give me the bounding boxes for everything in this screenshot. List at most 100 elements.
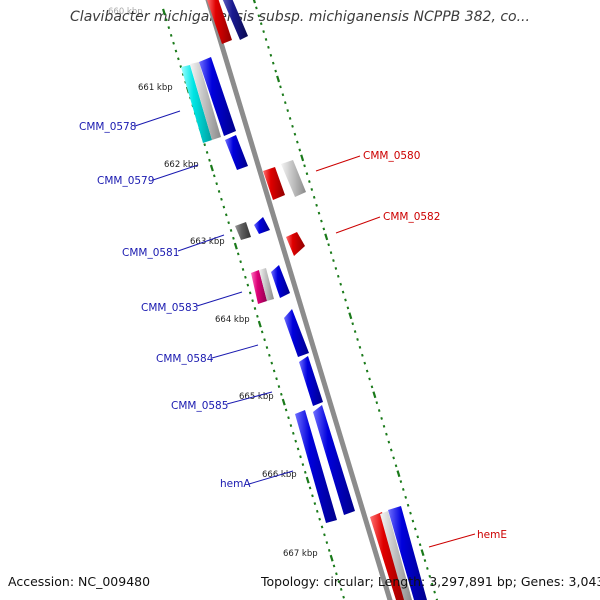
gene-arrow[interactable]: [281, 160, 306, 197]
kbp-tick-label: 665 kbp: [239, 392, 274, 402]
gene-arrow[interactable]: [388, 506, 427, 600]
genes-right-strand: [263, 160, 427, 600]
scale-tick: [276, 75, 281, 83]
scale-tick: [358, 345, 362, 349]
gene-arrow[interactable]: [251, 270, 267, 304]
gene-label-cmm-0584[interactable]: CMM_0584: [156, 353, 214, 365]
scale-tick: [284, 408, 288, 412]
right-dotted-track: [252, 0, 439, 600]
gene-arrow[interactable]: [199, 57, 236, 136]
gene-label-cmm-0582[interactable]: CMM_0582: [383, 211, 440, 223]
scale-tick: [172, 41, 175, 45]
scale-tick: [263, 338, 266, 342]
scale-tick: [268, 353, 271, 357]
scale-tick: [255, 6, 258, 10]
scale-tick: [416, 535, 420, 539]
gene-arrow[interactable]: [259, 268, 274, 301]
scale-tick: [253, 307, 257, 310]
scale-tick: [341, 290, 345, 294]
scale-tick: [435, 598, 439, 600]
gene-arrow[interactable]: [254, 217, 270, 234]
kbp-tick-label: 667 kbp: [283, 549, 318, 559]
gene-arrow[interactable]: [263, 167, 285, 200]
scale-tick: [392, 456, 395, 460]
scale-tick: [303, 470, 307, 474]
scale-tick: [272, 369, 276, 373]
gene-arrow[interactable]: [380, 511, 412, 600]
scale-tick: [212, 174, 216, 178]
scale-tick: [372, 391, 377, 399]
scale-tick: [382, 424, 386, 428]
scale-tick: [279, 85, 282, 89]
accession-label: Accession: NC_009480: [8, 574, 151, 589]
gene-labels-left: CMM_0578 CMM_0579 CMM_0581 CMM_0583 CMM_…: [79, 110, 294, 490]
gene-label-cmm-0581[interactable]: CMM_0581: [122, 247, 179, 259]
scale-tick: [329, 554, 334, 562]
scale-tick: [257, 14, 261, 18]
gene-arrow[interactable]: [286, 232, 305, 256]
scale-tick: [311, 494, 314, 498]
gene-arrow[interactable]: [222, 0, 248, 40]
genome-summary: Topology: circular; Length: 3,297,891 bp…: [261, 574, 600, 589]
scale-tick: [385, 432, 388, 436]
scale-tick: [287, 416, 290, 420]
scale-tick: [313, 502, 317, 506]
scale-tick: [241, 268, 245, 271]
scale-tick: [337, 580, 341, 584]
gene-label-cmm-0585[interactable]: CMM_0585: [171, 400, 228, 412]
scale-tick: [428, 574, 432, 578]
scale-tick: [296, 447, 300, 451]
gene-label-cmm-0580[interactable]: CMM_0580: [363, 150, 420, 162]
gene-label-cmm-0579[interactable]: CMM_0579: [97, 175, 154, 187]
gene-label-cmm-0583[interactable]: CMM_0583: [141, 302, 198, 314]
scale-tick: [275, 377, 278, 381]
scale-tick: [270, 361, 274, 365]
scale-tick: [271, 61, 275, 65]
gene-arrow[interactable]: [225, 135, 248, 170]
scale-tick: [377, 409, 381, 412]
scale-tick: [365, 369, 369, 373]
scale-tick: [236, 252, 240, 256]
scale-tick: [329, 251, 333, 255]
scale-tick: [246, 283, 250, 287]
gene-arrow[interactable]: [181, 65, 212, 143]
scale-tick: [368, 377, 371, 381]
scale-tick: [265, 346, 269, 349]
scale-tick: [259, 22, 263, 26]
scale-tick: [356, 338, 359, 341]
gene-arrow[interactable]: [271, 265, 290, 298]
scale-tick: [305, 172, 309, 176]
scale-tick: [411, 519, 415, 523]
scale-tick: [291, 124, 294, 128]
scale-tick: [394, 464, 398, 468]
gene-label-hema[interactable]: hemA: [220, 478, 251, 490]
gene-arrow[interactable]: [190, 62, 221, 140]
gene-label-heme[interactable]: hemE: [477, 529, 507, 541]
kbp-tick-label: 660 kbp: [108, 7, 143, 17]
gene-arrow[interactable]: [313, 405, 355, 515]
scale-tick: [292, 431, 295, 435]
scale-tick: [361, 353, 364, 357]
scale-tick: [396, 470, 401, 478]
scale-tick: [296, 140, 299, 144]
scale-tick: [320, 525, 324, 529]
scale-tick: [203, 143, 207, 147]
scale-tick: [217, 190, 221, 193]
gene-arrow[interactable]: [235, 222, 251, 240]
gene-arrow[interactable]: [295, 410, 337, 523]
scale-tick: [257, 320, 262, 328]
gene-arrow[interactable]: [207, 0, 232, 44]
gene-label-cmm-0578[interactable]: CMM_0578: [79, 121, 136, 133]
scale-tick: [433, 590, 436, 594]
scale-tick: [303, 164, 306, 168]
gene-arrow[interactable]: [299, 356, 323, 406]
scale-tick: [169, 33, 173, 37]
scale-tick: [274, 69, 277, 73]
scale-tick: [332, 564, 336, 568]
scale-tick: [179, 65, 183, 69]
gene-arrow[interactable]: [284, 309, 309, 357]
scale-tick: [227, 221, 230, 225]
scale-tick: [308, 486, 312, 490]
scale-tick: [301, 463, 305, 466]
scale-tick: [348, 312, 353, 320]
